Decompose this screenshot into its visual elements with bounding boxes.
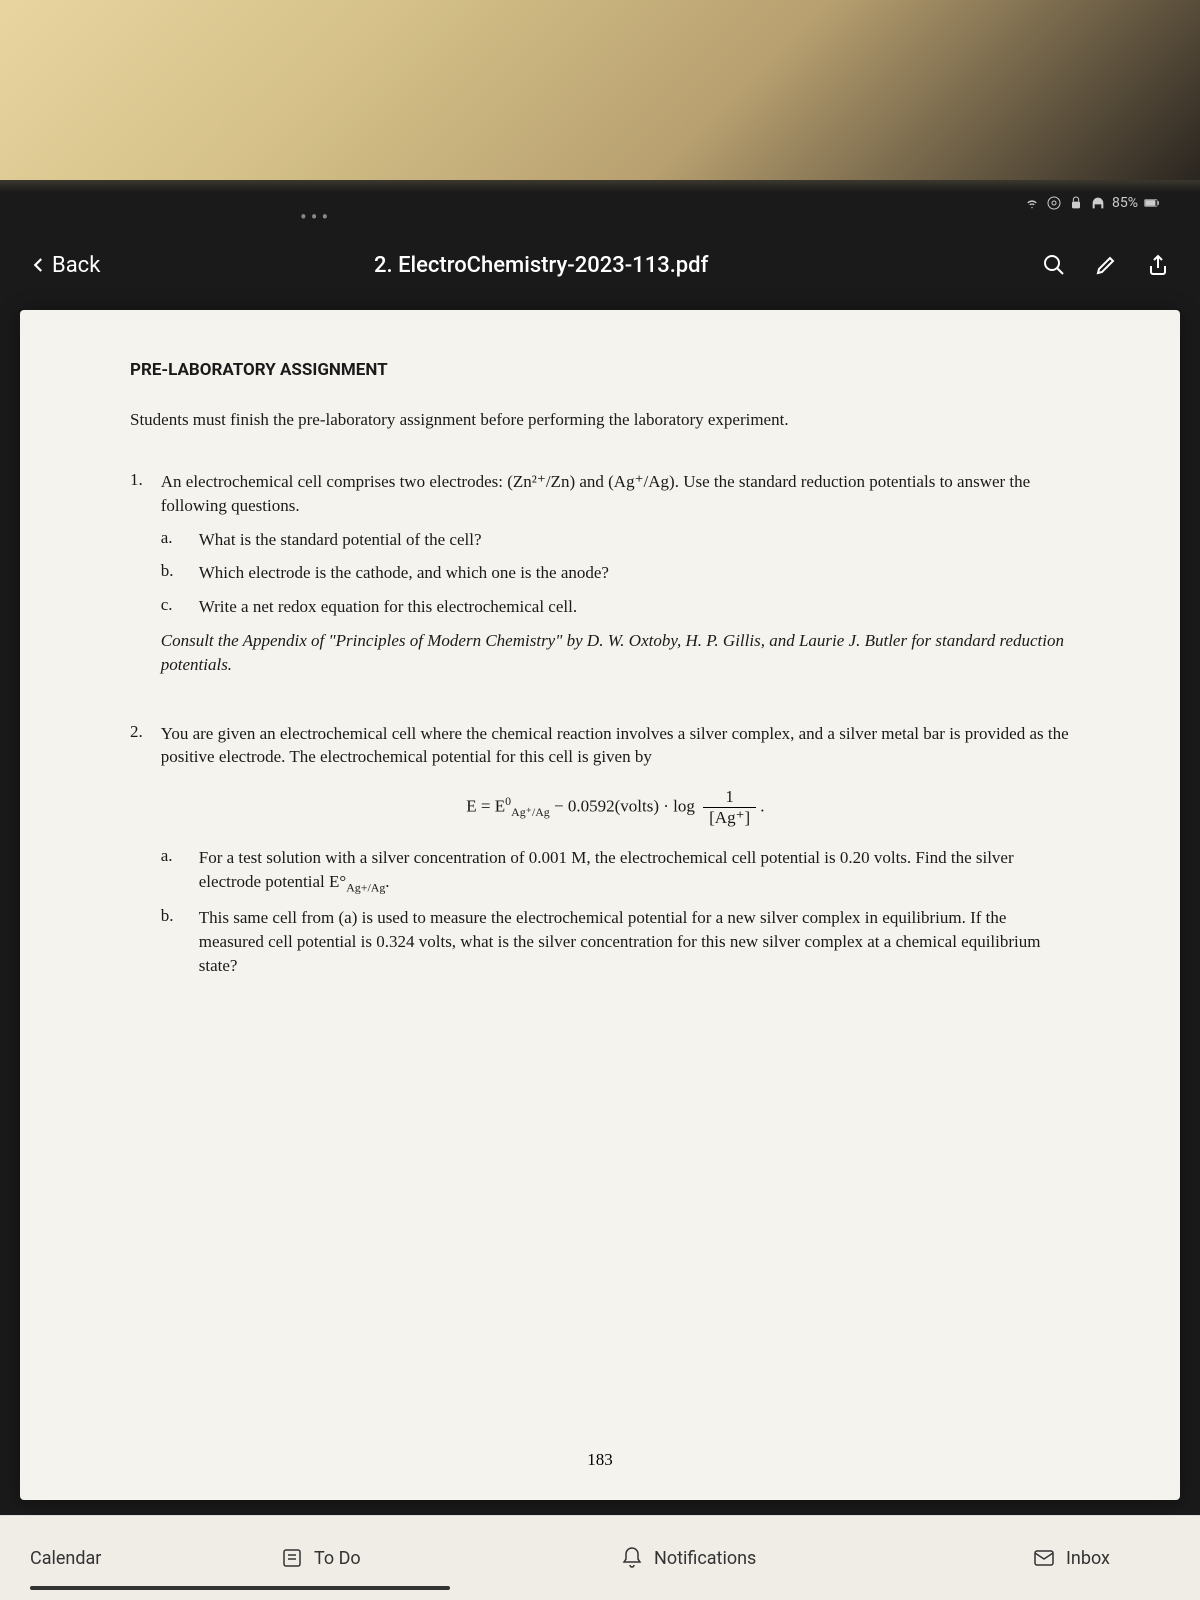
bottom-nav: Calendar To Do Notifications Inbox — [0, 1515, 1200, 1600]
nav-calendar-label: Calendar — [30, 1548, 101, 1569]
wifi-icon — [1024, 195, 1040, 211]
q2-number: 2. — [130, 722, 143, 978]
q1b-letter: b. — [161, 561, 181, 585]
document-title: 2. ElectroChemistry-2023-113.pdf — [40, 253, 1042, 278]
header: Back 2. ElectroChemistry-2023-113.pdf — [0, 235, 1200, 295]
home-indicator — [30, 1586, 450, 1590]
nav-todo-label: To Do — [314, 1548, 361, 1569]
photo-background — [0, 0, 1200, 180]
nav-calendar[interactable]: Calendar — [30, 1548, 101, 1569]
pdf-page[interactable]: PRE-LABORATORY ASSIGNMENT Students must … — [20, 310, 1180, 1500]
question-2: 2. You are given an electrochemical cell… — [130, 722, 1070, 978]
q2b-text: This same cell from (a) is used to measu… — [199, 906, 1070, 977]
q1-number: 1. — [130, 470, 143, 687]
question-1: 1. An electrochemical cell comprises two… — [130, 470, 1070, 687]
q1-note: Consult the Appendix of "Principles of M… — [161, 629, 1070, 677]
q1b-text: Which electrode is the cathode, and whic… — [199, 561, 1070, 585]
more-dots-icon[interactable]: ••• — [300, 205, 332, 229]
q2a-text: For a test solution with a silver concen… — [199, 846, 1070, 896]
header-actions — [1042, 253, 1170, 277]
status-bar: 85% — [1024, 195, 1160, 211]
section-title: PRE-LABORATORY ASSIGNMENT — [130, 360, 1070, 380]
edit-icon[interactable] — [1094, 253, 1118, 277]
share-icon[interactable] — [1146, 253, 1170, 277]
nav-todo[interactable]: To Do — [280, 1546, 361, 1570]
bell-icon — [620, 1546, 644, 1570]
q1-intro: An electrochemical cell comprises two el… — [161, 470, 1070, 518]
q1c-letter: c. — [161, 595, 181, 619]
q1a-text: What is the standard potential of the ce… — [199, 528, 1070, 552]
mail-icon — [1032, 1546, 1056, 1570]
headphones-icon — [1090, 195, 1106, 211]
nav-notifications[interactable]: Notifications — [620, 1546, 756, 1570]
nav-notifications-label: Notifications — [654, 1548, 756, 1569]
lock-icon — [1068, 195, 1084, 211]
nav-inbox[interactable]: Inbox — [1032, 1546, 1110, 1570]
q1c-text: Write a net redox equation for this elec… — [199, 595, 1070, 619]
page-number: 183 — [587, 1450, 613, 1470]
q2b-letter: b. — [161, 906, 181, 977]
q2a-letter: a. — [161, 846, 181, 896]
q1a-letter: a. — [161, 528, 181, 552]
q2-equation: E = E0Ag⁺/Ag − 0.0592(volts) · log 1[Ag⁺… — [161, 787, 1070, 828]
search-icon[interactable] — [1042, 253, 1066, 277]
battery-icon — [1144, 195, 1160, 211]
intro-text: Students must finish the pre-laboratory … — [130, 410, 1070, 430]
nav-inbox-label: Inbox — [1066, 1548, 1110, 1569]
q2-intro: You are given an electrochemical cell wh… — [161, 722, 1070, 770]
at-icon — [1046, 195, 1062, 211]
battery-level: 85% — [1112, 195, 1138, 211]
todo-icon — [280, 1546, 304, 1570]
